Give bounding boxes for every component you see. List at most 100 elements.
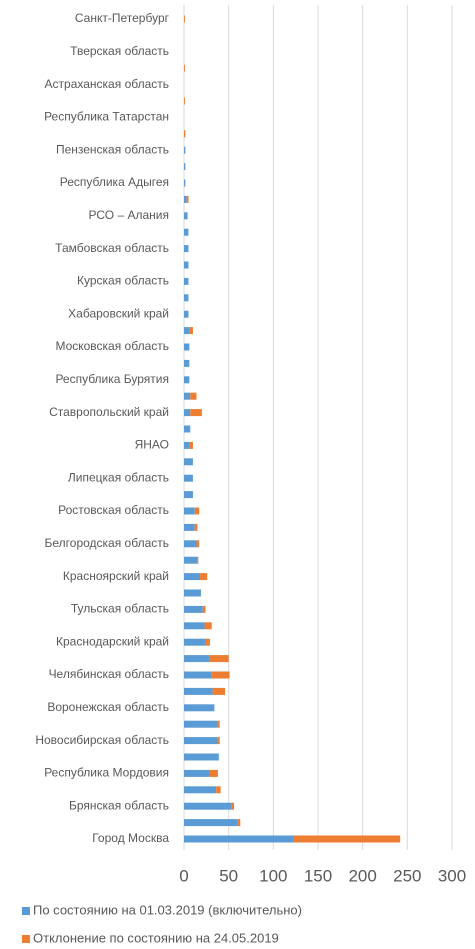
bar-segment [184,655,210,663]
bar-segment [293,835,401,843]
category-label: Челябинская область [49,667,169,681]
x-tick-label: 200 [348,866,376,885]
category-label: Город Москва [92,831,169,845]
bar-segment [184,638,206,646]
x-tick-label: 0 [179,866,188,885]
bar-segment [184,573,201,581]
category-label: Белгородская область [45,536,169,550]
legend-swatch [22,907,30,915]
category-label: Новосибирская область [35,733,169,747]
bar-segment [184,540,197,548]
bar-segment [184,343,190,351]
bar-segment [184,458,193,466]
bar-segment [184,491,193,499]
bar-segment [184,589,201,597]
bar-segment [184,245,189,253]
bar-segment [184,97,185,105]
bar-segment [184,310,189,318]
category-label: Санкт-Петербург [75,11,170,25]
bar-segment [237,819,241,827]
bar-segment [184,720,218,728]
bar-segment [200,573,208,581]
category-label: Тульская область [71,602,169,616]
x-tick-label: 150 [304,866,332,885]
bar-segment [184,277,189,285]
bar-segment [184,359,190,367]
bar-segment [205,638,210,646]
bar-segment [184,130,186,138]
bar-segment [184,802,232,810]
category-label: Курская область [77,274,169,288]
category-label: Краснодарский край [56,634,169,648]
bar-segment [189,327,193,335]
bar-segment [211,671,230,679]
bar-segment [196,540,200,548]
category-label: Республика Бурятия [55,372,169,386]
bar-segment [184,376,190,384]
bar-segment [231,802,235,810]
bar-segment [209,655,229,663]
bar-segment [184,671,212,679]
bar-segment [184,786,217,794]
bar-segment [184,556,198,564]
x-tick-label: 250 [393,866,421,885]
category-label: Брянская область [69,798,169,812]
bar-segment [184,819,238,827]
bar-segment [184,327,190,335]
bar-segment [212,687,226,695]
bar-segment [216,786,221,794]
bar-segment [184,294,189,302]
legend-label: По состоянию на 01.03.2019 (включительно… [33,902,302,917]
category-label: Республика Адыгея [60,175,169,189]
category-label: Тамбовская область [55,241,169,255]
bar-segment [184,835,294,843]
bar-segment [204,622,212,630]
bar-segment [184,392,191,400]
bar-segment [194,507,200,515]
bar-segment [184,261,189,269]
bar-segment [217,737,220,745]
bar-segment [184,704,215,712]
x-tick-label: 100 [259,866,287,885]
category-label: Ставропольский край [49,405,169,419]
bar-segment [202,605,206,613]
bar-segment [184,605,203,613]
x-tick-label: 300 [438,866,466,885]
bar-segment [184,409,191,417]
bar-segment [184,753,219,761]
bar-segment [190,409,202,417]
bar-segment [184,737,218,745]
bar-segment [184,425,191,433]
category-label: РСО – Алания [89,208,169,222]
bar-segment [184,64,185,72]
category-label: Красноярский край [63,569,169,583]
bar-segment [184,146,186,154]
bar-segment [209,769,218,777]
bar-segment [184,474,193,482]
bar-segment [197,556,199,564]
category-label: ЯНАО [135,438,169,452]
bar-segment [184,212,188,220]
bar-segment [217,720,220,728]
category-label: Липецкая область [68,470,169,484]
category-label: Тверская область [70,44,169,58]
bar-segment [184,507,195,515]
bar-segment [184,769,210,777]
bar-segment [184,687,213,695]
bar-segment [189,441,193,449]
bar-segment [186,195,189,203]
category-label: Республика Мордовия [44,766,169,780]
category-label: Московская область [55,339,169,353]
bar-segment [184,441,190,449]
category-label: Ростовская область [58,503,169,517]
category-label: Астраханская область [45,77,169,91]
bar-segment [184,163,186,171]
category-label: Республика Татарстан [44,110,169,124]
category-label: Воронежская область [47,700,169,714]
legend-label: Отклонение по состоянию на 24.05.2019 [33,930,279,945]
bar-segment [184,523,195,531]
bar-segment [184,15,185,23]
bar-segment [184,195,187,203]
bar-segment [184,622,205,630]
